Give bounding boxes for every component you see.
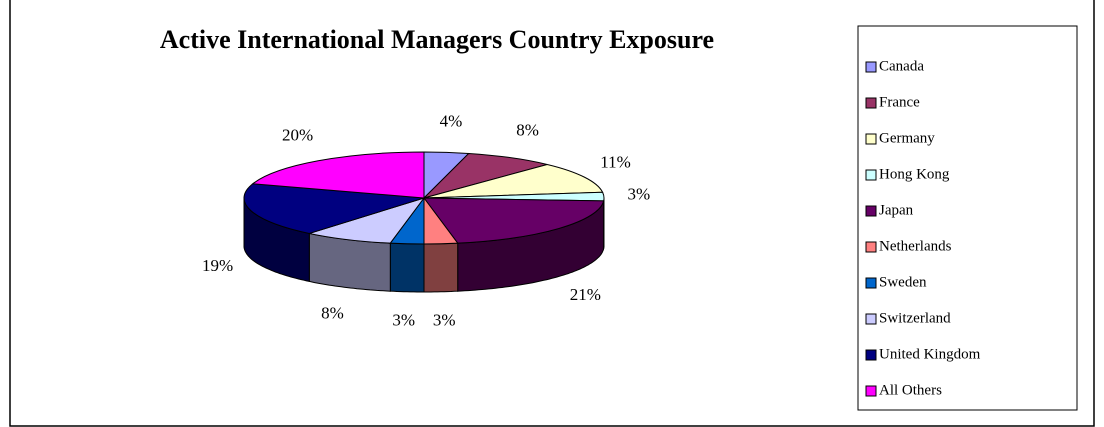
legend-label: Canada: [879, 58, 924, 74]
slice-side: [389, 242, 425, 293]
data-label: 3%: [628, 185, 651, 204]
legend-swatch: [865, 313, 877, 325]
legend-label: Sweden: [879, 274, 927, 290]
legend-label: Switzerland: [879, 310, 951, 326]
legend-swatch: [865, 133, 877, 145]
legend-box: [857, 25, 1078, 411]
data-label: 8%: [321, 304, 344, 323]
legend-label: Netherlands: [879, 238, 952, 254]
data-label: 3%: [392, 311, 415, 330]
slice-side: [423, 242, 459, 293]
slice: [422, 197, 605, 244]
legend-swatch: [865, 97, 877, 109]
legend-swatch: [865, 61, 877, 73]
legend-label: Hong Kong: [879, 166, 950, 182]
slice: [307, 197, 426, 244]
legend-label: France: [879, 94, 920, 110]
data-label: 4%: [440, 112, 463, 131]
data-label: 21%: [570, 285, 601, 304]
chart-title: Active International Managers Country Ex…: [160, 25, 714, 54]
legend-swatch: [865, 349, 877, 361]
legend-label: Japan: [879, 202, 914, 218]
slice: [422, 152, 548, 199]
legend-swatch: [865, 241, 877, 253]
slice: [423, 163, 604, 199]
legend-label: Germany: [879, 130, 935, 146]
slice: [251, 151, 425, 199]
legend-label: United Kingdom: [879, 346, 981, 362]
data-label: 3%: [433, 311, 456, 330]
data-label: 19%: [202, 256, 233, 275]
slice: [243, 183, 425, 234]
legend-swatch: [865, 205, 877, 217]
data-label: 8%: [516, 120, 539, 139]
data-label: 11%: [600, 152, 631, 171]
legend-swatch: [865, 169, 877, 181]
legend-swatch: [865, 277, 877, 289]
chart-frame: [9, 0, 1095, 427]
legend-swatch: [865, 385, 877, 397]
legend-label: All Others: [879, 382, 942, 398]
data-label: 20%: [282, 125, 313, 144]
